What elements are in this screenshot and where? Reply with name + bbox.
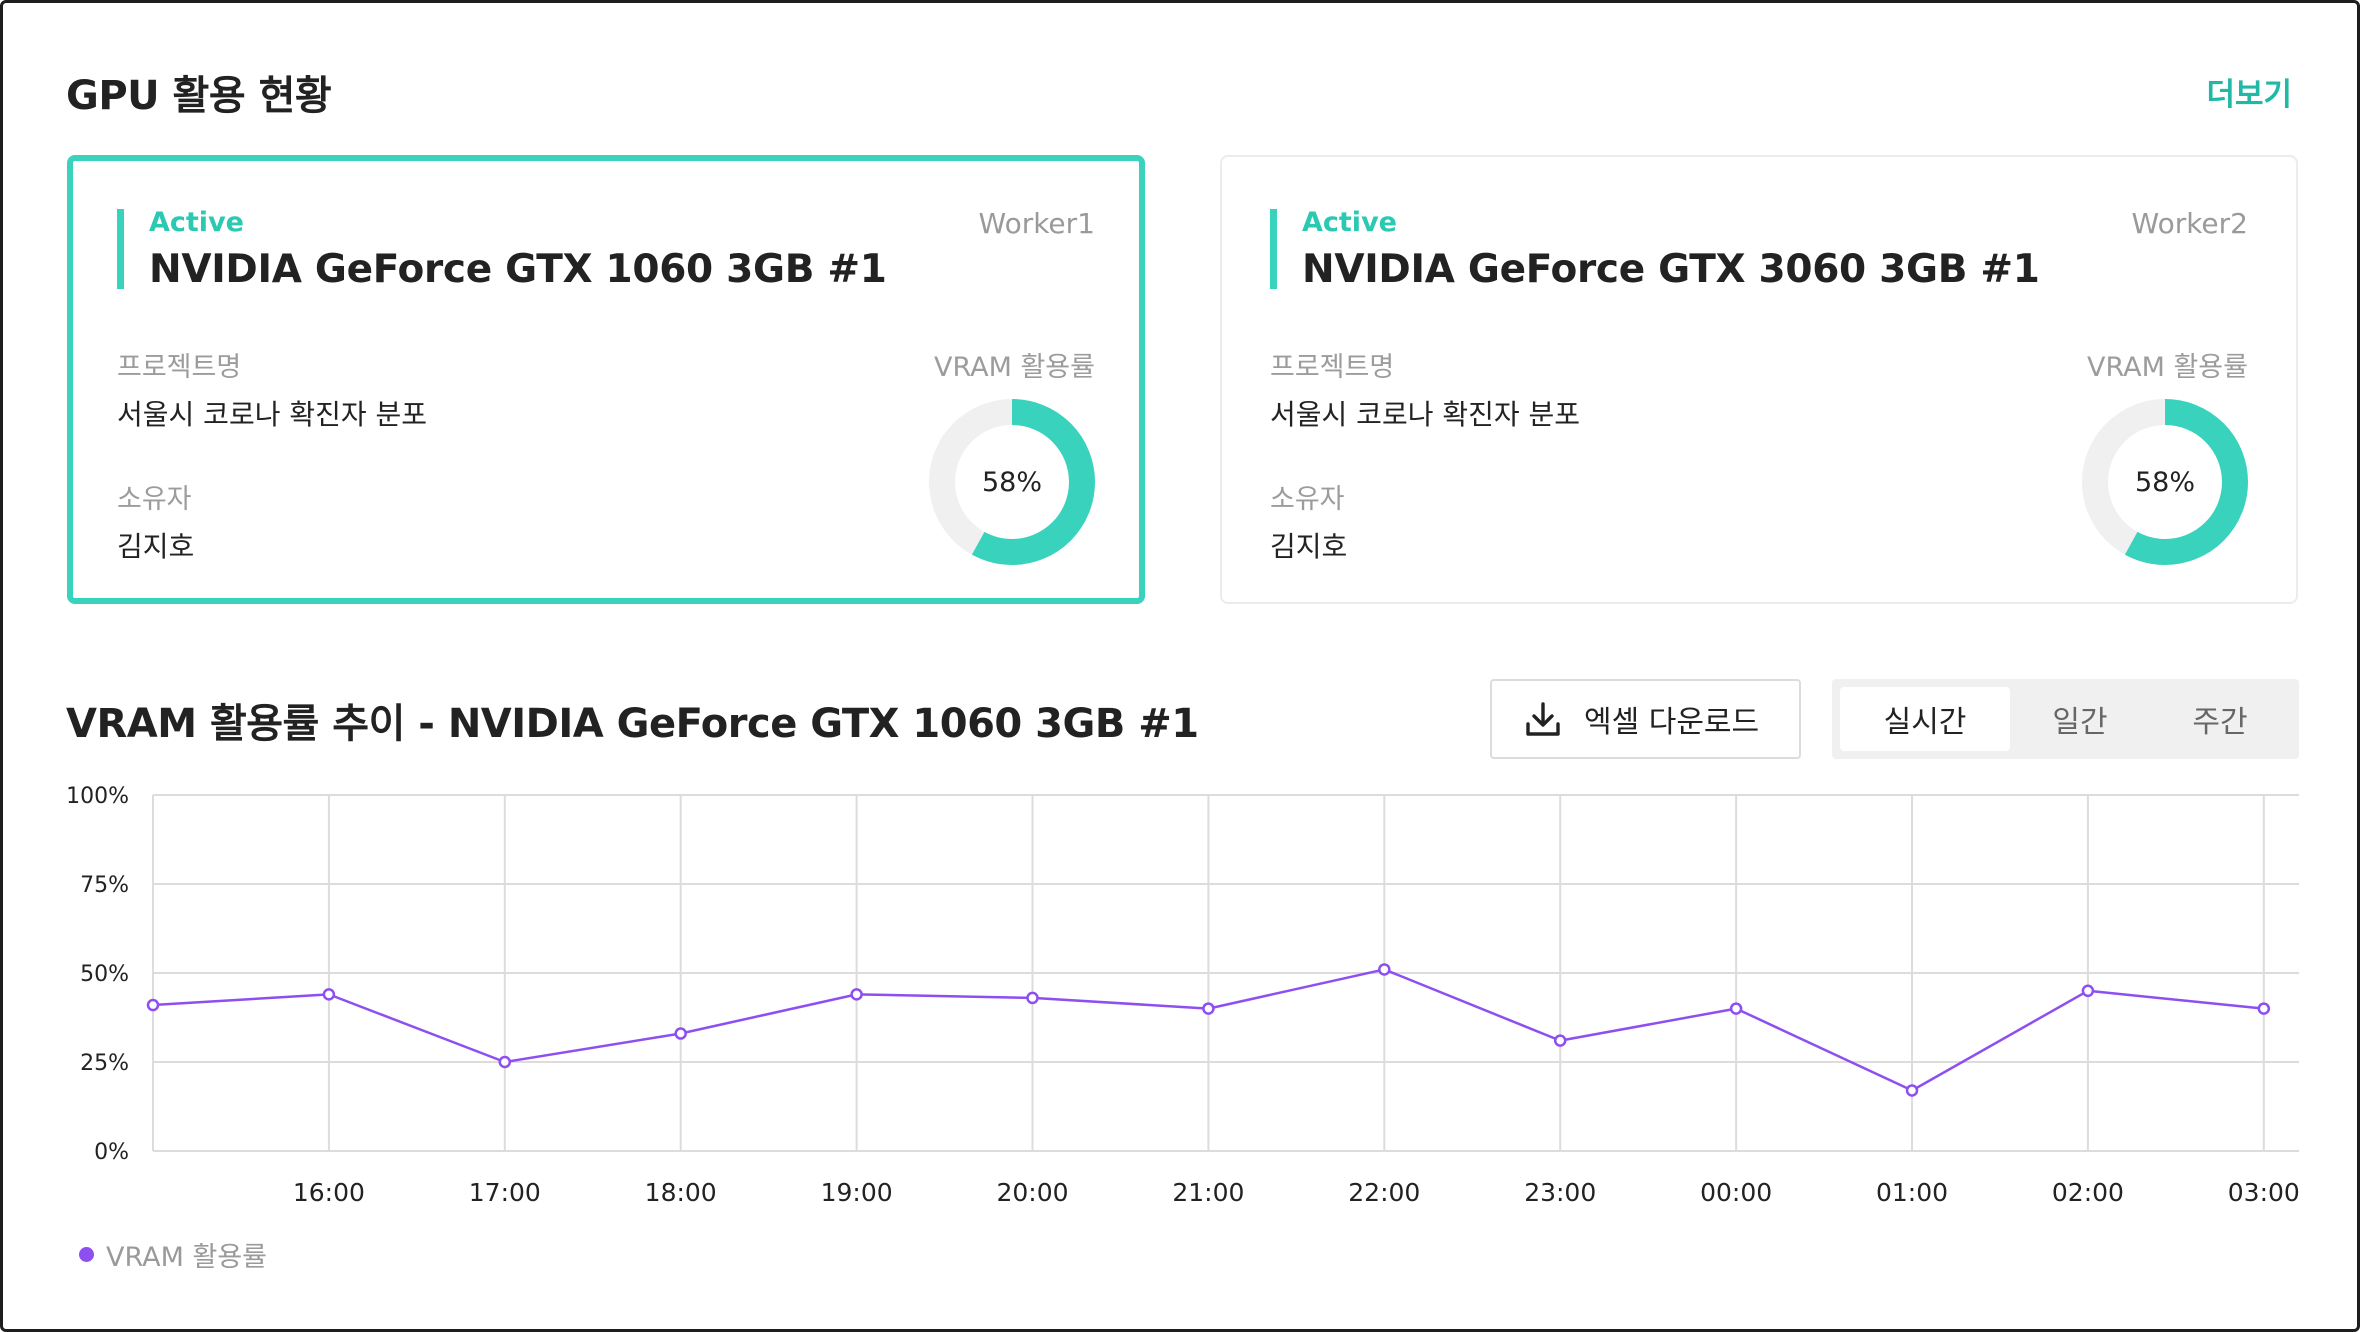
worker-label: Worker2 bbox=[2131, 207, 2248, 240]
vram-donut-chart: 58% bbox=[929, 399, 1095, 565]
vram-usage-value: 58% bbox=[2134, 466, 2195, 498]
chart-legend: VRAM 활용률 bbox=[79, 1235, 267, 1274]
project-value: 서울시 코로나 확진자 분포 bbox=[117, 398, 428, 431]
vram-usage-label: VRAM 활용률 bbox=[933, 352, 1095, 383]
owner-value: 김지호 bbox=[1270, 530, 1348, 563]
y-tick-label: 25% bbox=[80, 1051, 129, 1076]
owner-label: 소유자 bbox=[1270, 484, 1345, 515]
tab-daily[interactable]: 일간 bbox=[2052, 705, 2108, 740]
x-tick-label: 23:00 bbox=[1524, 1178, 1596, 1207]
vram-donut-chart: 58% bbox=[2082, 399, 2248, 565]
x-tick-label: 18:00 bbox=[645, 1178, 717, 1207]
excel-download-button[interactable]: 엑셀 다운로드 bbox=[1490, 679, 1801, 759]
project-label: 프로젝트명 bbox=[117, 352, 242, 383]
x-tick-label: 01:00 bbox=[1876, 1178, 1948, 1207]
more-link[interactable]: 더보기 bbox=[2206, 77, 2292, 113]
project-value: 서울시 코로나 확진자 분포 bbox=[1270, 398, 1581, 431]
data-point bbox=[674, 1027, 687, 1040]
download-icon bbox=[1526, 702, 1560, 736]
status-accent-bar bbox=[1270, 209, 1277, 289]
x-tick-label: 17:00 bbox=[469, 1178, 541, 1207]
gpu-card-worker1[interactable]: Active NVIDIA GeForce GTX 1060 3GB #1 Wo… bbox=[67, 155, 1145, 604]
y-tick-label: 50% bbox=[80, 962, 129, 987]
data-point bbox=[1905, 1084, 1919, 1097]
gpu-card-worker2[interactable]: Active NVIDIA GeForce GTX 3060 3GB #1 Wo… bbox=[1220, 155, 2298, 604]
data-point bbox=[498, 1055, 512, 1069]
data-point bbox=[1202, 1002, 1215, 1015]
y-tick-label: 100% bbox=[66, 784, 129, 809]
owner-label: 소유자 bbox=[117, 484, 192, 515]
data-point bbox=[146, 998, 160, 1012]
vram-trend-line-chart: 0% 25% 50% 75% 100% 16:00 17:00 18:00 19:00 20:00… bbox=[66, 784, 2300, 1207]
period-tab-group: 실시간 일간 주간 bbox=[1832, 679, 2299, 759]
status-badge: Active bbox=[149, 207, 244, 238]
tab-weekly[interactable]: 주간 bbox=[2192, 705, 2248, 740]
status-accent-bar bbox=[117, 209, 124, 289]
tab-realtime[interactable]: 실시간 bbox=[1840, 687, 2010, 751]
legend-marker bbox=[79, 1247, 94, 1262]
gpu-name: NVIDIA GeForce GTX 3060 3GB #1 bbox=[1302, 247, 2040, 292]
x-tick-label: 03:00 bbox=[2228, 1178, 2300, 1207]
x-tick-label: 02:00 bbox=[2052, 1178, 2124, 1207]
data-point bbox=[1553, 1034, 1567, 1047]
worker-label: Worker1 bbox=[978, 207, 1095, 240]
data-point bbox=[850, 988, 863, 1001]
data-point bbox=[1378, 963, 1391, 976]
gpu-name: NVIDIA GeForce GTX 1060 3GB #1 bbox=[149, 247, 887, 292]
x-tick-label: 00:00 bbox=[1700, 1178, 1772, 1207]
project-label: 프로젝트명 bbox=[1270, 352, 1395, 383]
data-point bbox=[1026, 991, 1039, 1005]
data-point bbox=[2081, 984, 2095, 998]
data-point bbox=[2257, 1002, 2271, 1015]
owner-value: 김지호 bbox=[117, 530, 195, 563]
y-tick-label: 0% bbox=[94, 1140, 129, 1165]
y-tick-label: 75% bbox=[80, 873, 129, 898]
donut-value-arc bbox=[929, 399, 1095, 565]
vram-usage-value: 58% bbox=[981, 466, 1042, 498]
vram-usage-label: VRAM 활용률 bbox=[2086, 352, 2248, 383]
donut-value-arc bbox=[2082, 399, 2248, 565]
status-badge: Active bbox=[1302, 207, 1397, 238]
chart-title: VRAM 활용률 추이 - NVIDIA GeForce GTX 1060 3G… bbox=[66, 701, 1199, 747]
x-tick-label: 22:00 bbox=[1348, 1178, 1420, 1207]
x-tick-label: 21:00 bbox=[1172, 1178, 1244, 1207]
legend-label: VRAM 활용률 bbox=[106, 1242, 268, 1273]
x-tick-label: 20:00 bbox=[996, 1178, 1068, 1207]
x-tick-label: 19:00 bbox=[821, 1178, 893, 1207]
data-point bbox=[322, 988, 336, 1001]
data-point bbox=[1729, 1002, 1743, 1015]
excel-download-label: 엑셀 다운로드 bbox=[1584, 705, 1760, 740]
x-tick-label: 16:00 bbox=[293, 1178, 365, 1207]
section-title: GPU 활용 현황 bbox=[66, 73, 332, 119]
